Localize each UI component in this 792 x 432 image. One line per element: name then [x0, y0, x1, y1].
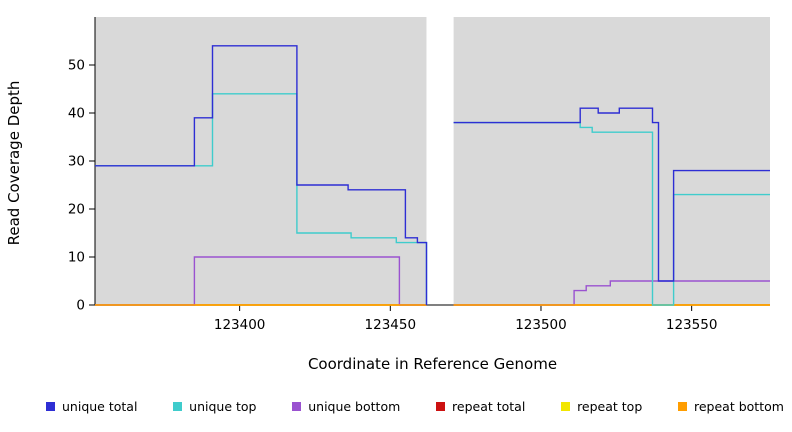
- legend-swatch-icon: [173, 402, 183, 411]
- legend-label: unique top: [189, 399, 257, 414]
- x-axis-label: Coordinate in Reference Genome: [307, 355, 558, 373]
- legend-swatch-icon: [678, 402, 687, 411]
- x-tick-label: 123400: [214, 317, 266, 333]
- legend-item-unique-bottom: unique bottom: [292, 399, 400, 414]
- y-tick-label: 10: [68, 250, 85, 266]
- y-tick-label: 30: [68, 154, 85, 170]
- x-tick-label: 123550: [666, 317, 718, 333]
- series-unique-total: [95, 45, 428, 305]
- x-tick-label: 123450: [365, 317, 417, 333]
- legend-item-repeat-top: repeat top: [561, 399, 642, 414]
- legend-swatch-icon: [561, 402, 571, 411]
- legend-item-unique-top: unique top: [173, 399, 256, 414]
- legend-label: repeat bottom: [694, 399, 784, 414]
- legend-item-repeat-bottom: repeat bottom: [678, 399, 784, 414]
- no-data-gap: [426, 17, 454, 305]
- legend-label: unique total: [62, 399, 138, 414]
- y-tick-label: 0: [76, 298, 85, 314]
- chart-legend: unique total unique top unique bottom repea…: [46, 399, 784, 414]
- y-tick-label: 40: [68, 106, 85, 122]
- y-tick-label: 20: [68, 202, 85, 218]
- legend-item-unique-total: unique total: [46, 399, 137, 414]
- legend-label: repeat total: [452, 399, 526, 414]
- x-tick-label: 123500: [515, 317, 567, 333]
- legend-swatch-icon: [436, 402, 446, 411]
- legend-item-repeat-total: repeat total: [436, 399, 525, 414]
- legend-label: repeat top: [577, 399, 643, 414]
- legend-label: unique bottom: [308, 399, 401, 414]
- series-unique-total: [453, 107, 770, 282]
- y-axis-label: Read Coverage Depth: [5, 80, 23, 246]
- series-unique-bottom: [453, 280, 770, 306]
- legend-swatch-icon: [292, 402, 302, 411]
- legend-swatch-icon: [46, 402, 55, 411]
- y-tick-label: 50: [68, 58, 85, 74]
